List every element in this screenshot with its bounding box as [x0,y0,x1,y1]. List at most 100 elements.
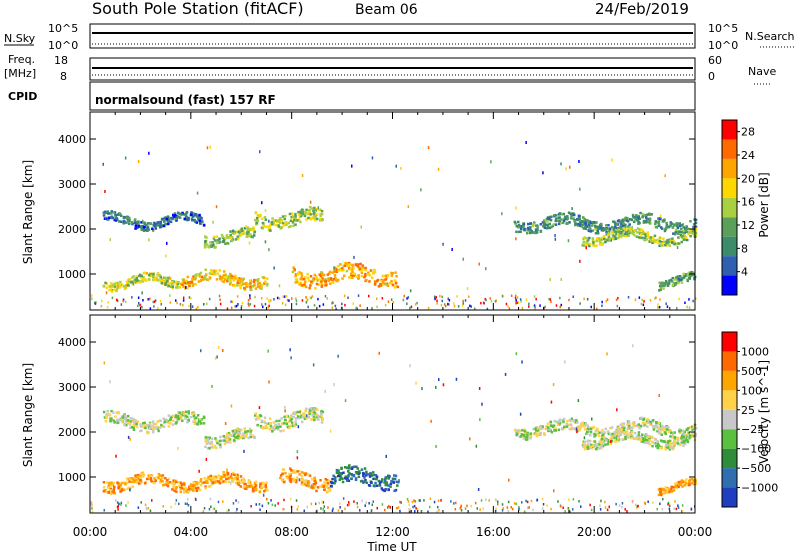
velocity-pixel [154,422,158,426]
velocity-pixel [682,436,686,439]
power-sparse-pixel [148,238,150,242]
velocity-noise-pixel [690,508,693,511]
power-pixel [671,280,674,283]
power-pixel [388,281,392,285]
velocity-noise-pixel [407,500,410,503]
power-noise-pixel [462,302,464,305]
power-pixel [198,219,201,223]
velocity-pixel [171,423,175,426]
power-colorbar-swatch [722,158,737,179]
velocity-noise-pixel [151,499,153,502]
velocity-pixel [141,475,145,478]
power-sparse-pixel [490,160,492,164]
velocity-sparse-pixel [312,363,315,367]
power-sparse-pixel [301,174,304,177]
velocity-sparse-pixel [230,404,233,408]
velocity-noise-pixel [222,500,224,503]
power-pixel [125,280,129,284]
velocity-pixel [647,421,650,424]
velocity-pixel [544,427,547,431]
power-pixel [178,212,182,216]
power-pixel [361,264,364,267]
velocity-pixel [167,425,171,428]
power-pixel [595,237,599,241]
velocity-pixel [229,441,232,444]
velocity-pixel [132,426,135,430]
velocity-pixel [121,420,124,424]
velocity-pixel [106,409,109,413]
velocity-pixel [520,433,523,436]
power-noise-pixel [616,304,619,308]
power-sparse-pixel [168,276,171,280]
power-pixel [657,217,660,220]
velocity-pixel [341,480,345,484]
power-pixel [539,230,543,233]
velocity-pixel [232,434,236,438]
power-pixel [313,206,316,210]
velocity-pixel [593,440,597,443]
velocity-pixel [556,423,560,427]
velocity-pixel [104,489,108,492]
velocity-pixel [660,492,663,495]
power-pixel [218,238,221,241]
velocity-pixel [646,417,649,421]
power-pixel [647,220,650,224]
velocity-noise-pixel [460,504,462,508]
velocity-pixel [191,412,194,415]
power-pixel [204,268,207,271]
velocity-noise-pixel [283,498,285,502]
velocity-noise-pixel [589,503,591,507]
power-pixel [373,282,377,286]
velocity-sparse-pixel [268,380,270,384]
power-pixel [213,271,216,274]
power-pixel [235,230,239,234]
velocity-noise-pixel [423,499,425,502]
power-pixel [605,224,608,227]
power-pixel [310,280,313,283]
power-pixel [368,280,371,283]
velocity-pixel [211,481,215,484]
power-pixel [114,219,118,222]
power-pixel [662,237,665,240]
velocity-pixel [526,435,529,439]
velocity-pixel [692,425,696,429]
velocity-pixel [234,430,237,433]
date-label: 24/Feb/2019 [595,0,689,18]
velocity-pixel [286,476,289,479]
velocity-pixel [657,421,661,424]
power-pixel [187,218,190,221]
velocity-sparse-pixel [218,345,220,349]
power-pixel [576,222,580,226]
velocity-pixel [165,419,169,422]
velocity-noise-pixel [608,505,610,509]
power-pixel [171,282,174,286]
power-pixel [261,276,265,279]
power-pixel [690,231,693,235]
velocity-pixel [278,419,281,423]
power-pixel [111,216,114,220]
power-noise-pixel [131,296,133,299]
power-pixel [666,284,670,287]
power-pixel [294,273,298,276]
velocity-pixel [158,474,161,477]
velocity-pixel [340,467,343,470]
power-pixel [185,282,188,285]
power-pixel [138,281,142,284]
power-pixel [561,221,565,225]
velocity-pixel [347,479,351,482]
velocity-pixel [683,437,686,440]
velocity-sparse-pixel [222,349,224,352]
power-pixel [294,215,297,218]
power-noise-pixel [535,297,537,301]
velocity-pixel [146,430,149,434]
velocity-pixel [632,424,636,428]
power-pixel [375,279,379,283]
velocity-pixel [539,431,542,435]
velocity-noise-pixel [541,507,544,510]
power-noise-pixel [334,304,337,308]
velocity-pixel [171,414,175,418]
velocity-pixel [102,481,106,484]
velocity-noise-pixel [495,507,497,510]
power-noise-pixel [456,295,458,298]
velocity-pixel [320,415,323,418]
